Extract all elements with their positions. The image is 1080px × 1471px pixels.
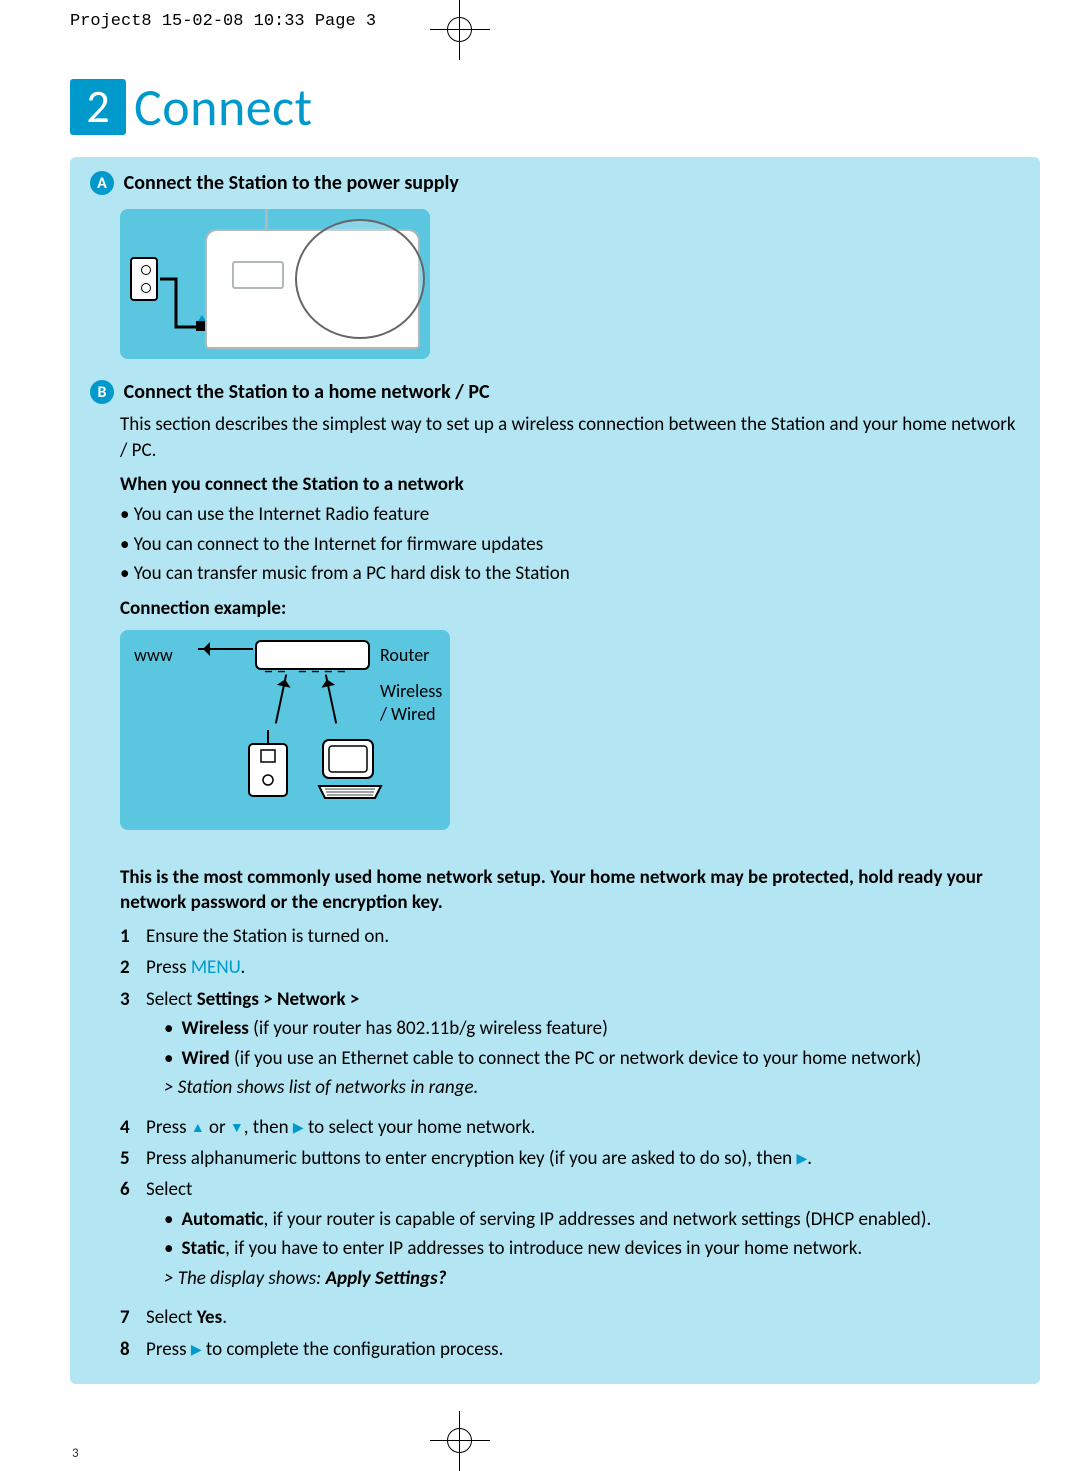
router-label: Router xyxy=(380,644,429,666)
page-content: 2 Connect A Connect the Station to the p… xyxy=(70,75,1040,1431)
step-3-wired: Wired (if you use an Ethernet cable to c… xyxy=(164,1044,1020,1073)
detail-zoom-circle-icon xyxy=(295,219,425,339)
triangle-right-icon: ▶ xyxy=(293,1117,304,1139)
step-3-wireless: Wireless (if your router has 802.11b/g w… xyxy=(164,1014,1020,1043)
step-1: 1Ensure the Station is turned on. xyxy=(120,922,1020,951)
badge-b: B xyxy=(90,380,114,404)
step-6-static: Static, if you have to enter IP addresse… xyxy=(164,1234,1020,1263)
arrow-up-right-icon xyxy=(325,674,337,723)
triangle-down-icon: ▼ xyxy=(230,1117,244,1139)
illustration-power xyxy=(120,209,430,359)
bold-warning-para: This is the most commonly used home netw… xyxy=(120,865,1020,916)
menu-keyword: MENU xyxy=(191,956,241,979)
triangle-right-icon: ▶ xyxy=(796,1148,807,1170)
arrow-up-left-icon xyxy=(275,674,287,723)
chapter-number-badge: 2 xyxy=(70,79,126,135)
step-4: 4 Press ▲ or ▼, then ▶ to select your ho… xyxy=(120,1113,1020,1142)
step-3-note: > Station shows list of networks in rang… xyxy=(164,1073,1020,1102)
chapter-heading: 2 Connect xyxy=(70,75,1040,139)
section-b-intro: This section describes the simplest way … xyxy=(120,412,1020,463)
triangle-up-icon: ▲ xyxy=(191,1117,205,1139)
badge-a: A xyxy=(90,171,114,195)
section-a-title: Connect the Station to the power supply xyxy=(124,171,459,195)
wireless-wired-label: Wireless / Wired xyxy=(380,680,450,727)
arrow-left-icon xyxy=(198,648,253,650)
when-bullet: You can connect to the Internet for firm… xyxy=(120,530,1020,559)
station-screen-icon xyxy=(232,261,284,289)
step-3: 3 Select Settings > Network > Wireless (… xyxy=(120,985,1020,1103)
wall-outlet-icon xyxy=(130,257,158,301)
pc-icon xyxy=(315,738,385,800)
step-6: 6 Select Automatic, if your router is ca… xyxy=(120,1175,1020,1293)
step-6-note: > The display shows: Apply Settings? xyxy=(164,1264,1020,1293)
section-b-title: Connect the Station to a home network / … xyxy=(124,380,490,404)
illustration-network: www ▁ ▁ ▁ ▁ ▁ ▁ Router Wireless / Wired xyxy=(120,630,450,830)
section-a-header: A Connect the Station to the power suppl… xyxy=(90,171,1020,195)
triangle-right-icon: ▶ xyxy=(191,1339,202,1361)
step-6-automatic: Automatic, if your router is capable of … xyxy=(164,1205,1020,1234)
step-5: 5 Press alphanumeric buttons to enter en… xyxy=(120,1144,1020,1173)
when-heading: When you connect the Station to a networ… xyxy=(120,473,1020,496)
steps-list: 1Ensure the Station is turned on. 2Press… xyxy=(120,922,1020,1364)
crop-mark-top xyxy=(430,0,490,60)
content-panel: A Connect the Station to the power suppl… xyxy=(70,157,1040,1384)
chapter-title: Connect xyxy=(134,75,313,139)
when-bullet-list: You can use the Internet Radio feature Y… xyxy=(120,500,1020,588)
page-number: 3 xyxy=(72,1446,79,1461)
when-bullet: You can use the Internet Radio feature xyxy=(120,500,1020,529)
step-8: 8 Press ▶ to complete the configuration … xyxy=(120,1335,1020,1364)
www-label: www xyxy=(134,644,173,666)
step-2: 2Press MENU. xyxy=(120,953,1020,982)
crop-header: Project8 15-02-08 10:33 Page 3 xyxy=(70,12,376,31)
step-7: 7 Select Yes. xyxy=(120,1303,1020,1332)
router-ports-icon: ▁ ▁ ▁ ▁ ▁ ▁ xyxy=(265,662,347,673)
section-b-header: B Connect the Station to a home network … xyxy=(90,380,1020,404)
station-small-icon xyxy=(245,730,291,800)
connection-example-heading: Connection example: xyxy=(120,597,1020,620)
when-bullet: You can transfer music from a PC hard di… xyxy=(120,559,1020,588)
